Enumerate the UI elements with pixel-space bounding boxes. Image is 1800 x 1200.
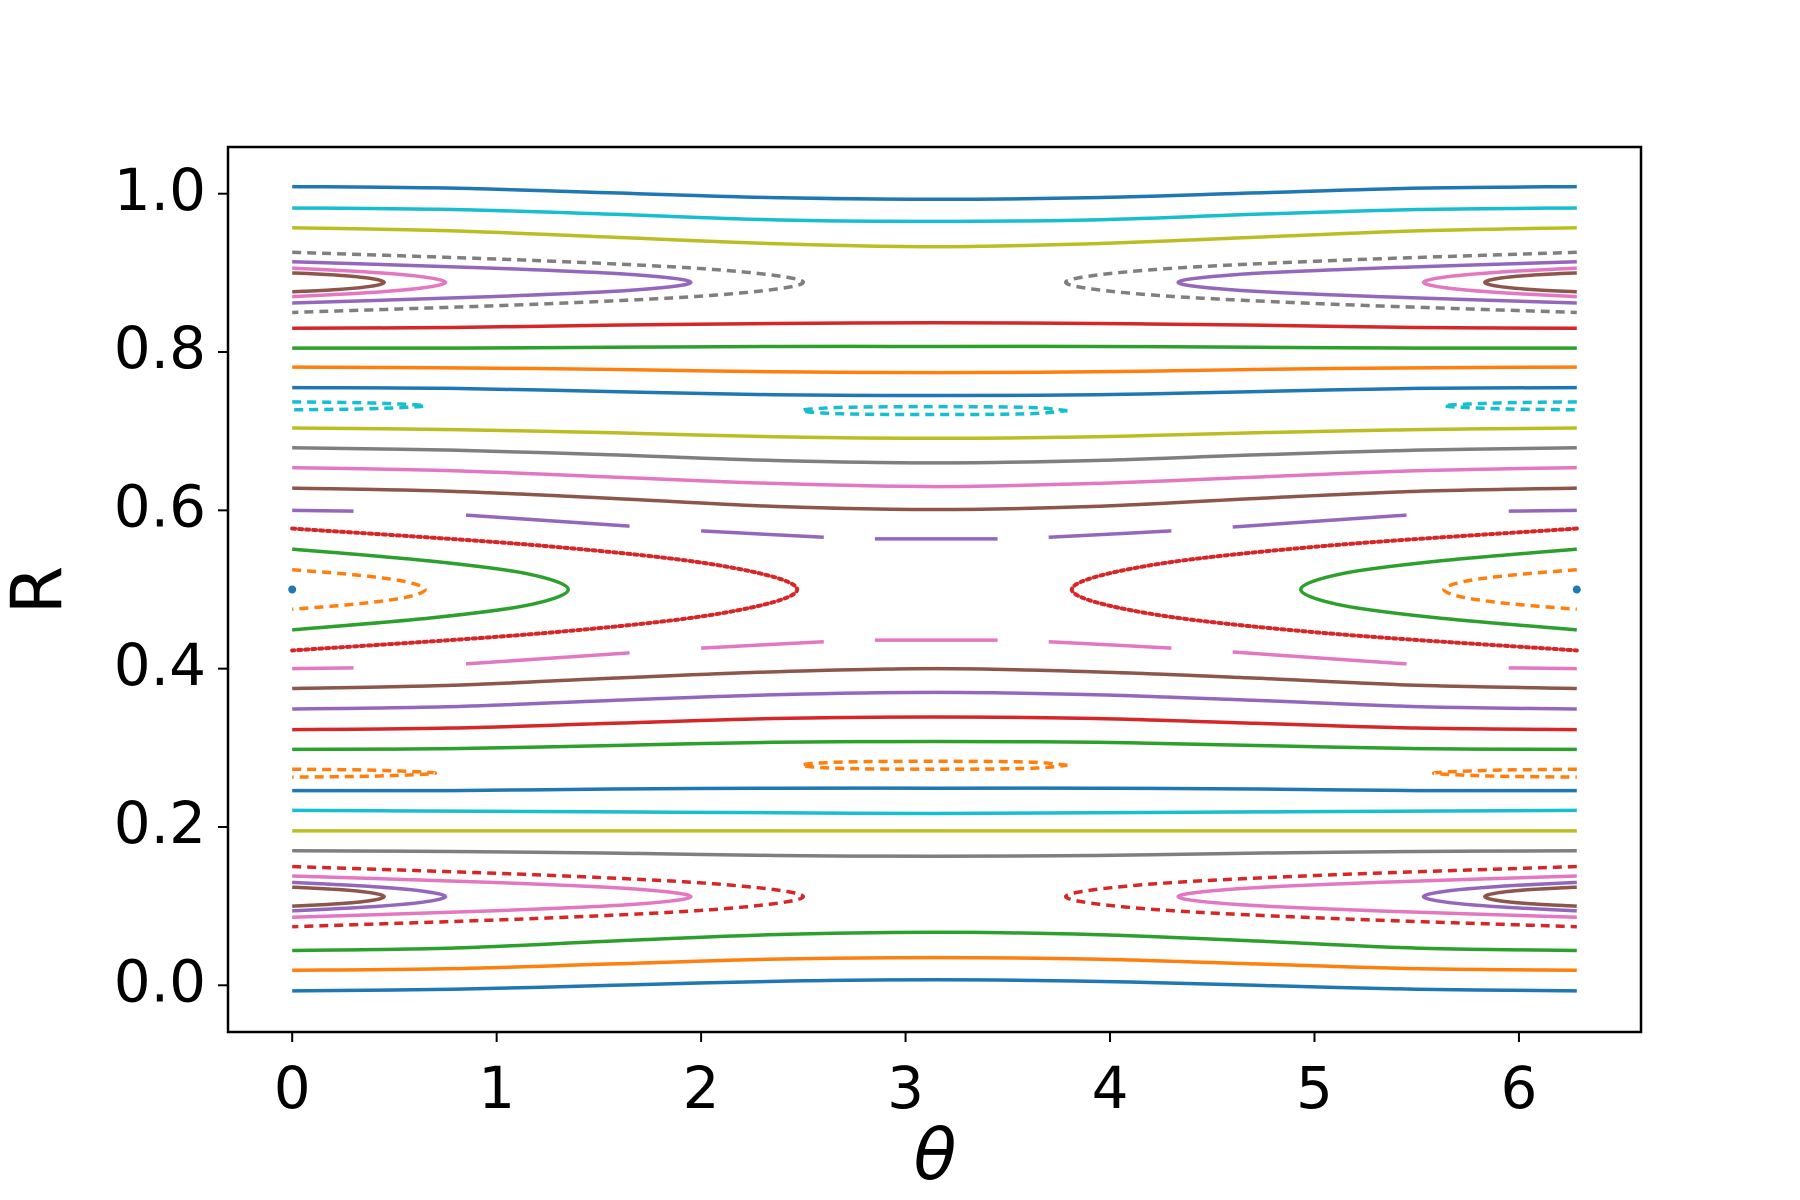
orbit-line [292,365,1577,375]
orbit-line [292,446,1577,465]
orbit-line [292,690,1577,711]
orbit-line [292,874,1577,919]
x-tick-label: 5 [1296,1054,1333,1122]
orbit-line [292,320,1577,331]
orbit-line [292,266,1577,299]
orbit-line [292,864,1577,929]
y-tick-label: 0.8 [114,314,206,382]
y-tick-label: 0.2 [114,789,206,857]
point [1572,585,1581,594]
orbit-line [292,715,1577,732]
orbit-line [292,547,1577,632]
plot-area [288,184,1581,993]
orbit-line [292,508,1577,541]
orbit-line [292,400,1577,412]
orbit-line [292,880,1577,913]
orbit-line [292,978,1577,993]
y-tick-label: 0.0 [114,947,206,1015]
axes-frame [226,145,1643,1034]
orbit-line [292,666,1577,691]
orbit-line [292,567,1577,612]
x-tick-label: 6 [1500,1054,1537,1122]
orbit-line [292,344,1577,350]
orbit-line [292,930,1577,953]
orbit-line [292,385,1577,398]
y-tick-label: 1.0 [114,156,206,224]
x-tick-label: 3 [887,1054,924,1122]
point [288,585,297,594]
y-tick-label: 0.6 [114,472,206,540]
orbit-line [292,206,1577,224]
orbit-line [292,465,1577,489]
orbit-line [292,486,1577,512]
orbit-line [292,955,1577,973]
orbit-line [292,250,1577,315]
x-tick-label: 4 [1092,1054,1129,1122]
orbit-line [292,271,1577,294]
orbit-line [292,885,1577,908]
orbit-line [292,767,1577,779]
orbit-line [292,739,1577,752]
orbit-line [292,848,1577,859]
x-tick-label: 2 [683,1054,720,1122]
y-tick-label: 0.4 [114,631,206,699]
orbit-line [292,426,1577,441]
orbit-line [292,808,1577,816]
x-tick-label: 1 [478,1054,515,1122]
orbit-line [292,786,1577,793]
orbit-line [292,184,1577,201]
orbit-line [292,638,1577,671]
orbit-line [290,526,1579,653]
orbit-line [292,260,1577,305]
x-axis-label: θ [914,1114,957,1196]
y-axis-label: R [0,566,78,615]
orbit-line [292,225,1577,249]
x-tick-label: 0 [274,1054,311,1122]
